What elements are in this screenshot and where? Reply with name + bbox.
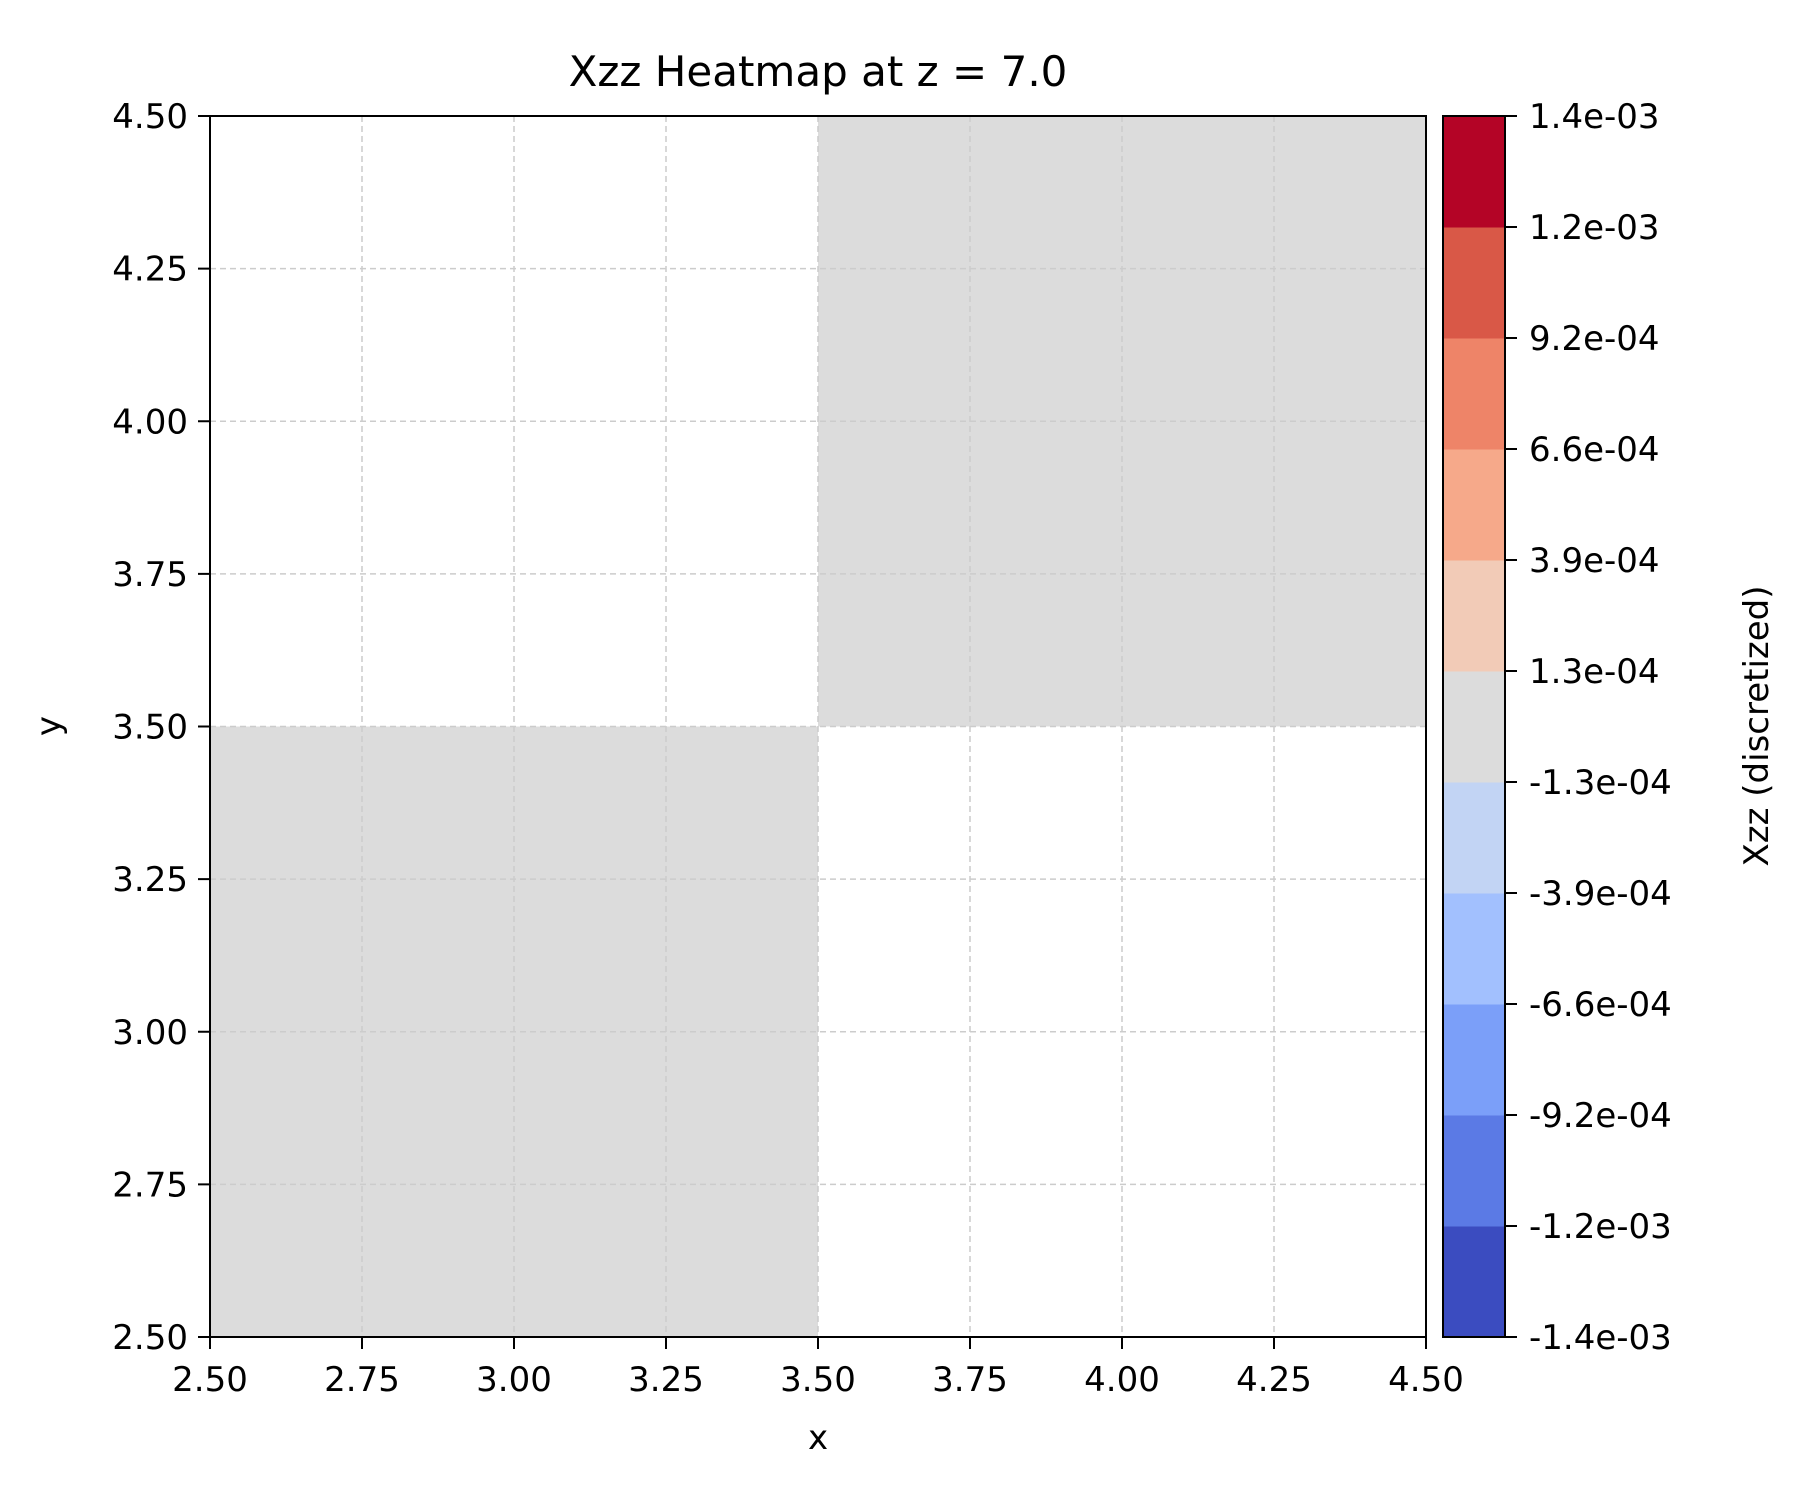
colorbar-segment — [1443, 560, 1505, 672]
y-tick-label: 2.50 — [112, 1318, 188, 1358]
y-tick-label: 3.25 — [112, 860, 188, 900]
colorbar-segment — [1443, 116, 1505, 228]
colorbar-segment — [1443, 671, 1505, 783]
colorbar-label: Xzz (discretized) — [1737, 585, 1777, 866]
y-tick-label: 3.00 — [112, 1013, 188, 1053]
x-tick-label: 4.00 — [1084, 1360, 1160, 1400]
y-axis-ticks: 2.50 2.75 3.00 3.25 3.50 3.75 4.00 4.25 4.50 — [112, 97, 210, 1358]
x-tick-label: 2.75 — [324, 1360, 400, 1400]
colorbar-segment — [1443, 1004, 1505, 1116]
y-tick-label: 3.75 — [112, 555, 188, 595]
y-tick-label: 4.25 — [112, 250, 188, 290]
x-tick-label: 3.00 — [476, 1360, 552, 1400]
grid-lines — [209, 115, 1427, 1338]
colorbar-ticks: -1.4e-03 -1.2e-03 -9.2e-04 -6.6e-04 -3.9e-04… — [1505, 97, 1672, 1358]
y-axis-label: y — [29, 716, 69, 736]
x-axis-label: x — [808, 1418, 828, 1458]
x-tick-label: 4.25 — [1236, 1360, 1312, 1400]
colorbar-tick-label: -6.6e-04 — [1529, 985, 1672, 1025]
colorbar-segment — [1443, 782, 1505, 894]
colorbar-tick-label: 3.9e-04 — [1529, 541, 1660, 581]
colorbar-segment — [1443, 893, 1505, 1005]
x-axis-ticks: 2.50 2.75 3.00 3.25 3.50 3.75 4.00 4.25 4.50 — [172, 1337, 1464, 1400]
colorbar-segment — [1443, 449, 1505, 561]
y-tick-label: 3.50 — [112, 708, 188, 748]
colorbar-segment — [1443, 227, 1505, 339]
x-tick-label: 4.50 — [1388, 1360, 1464, 1400]
colorbar-tick-label: -1.2e-03 — [1529, 1207, 1672, 1247]
colorbar-segments — [1443, 116, 1505, 1338]
y-tick-label: 4.00 — [112, 402, 188, 442]
colorbar-segment — [1443, 1226, 1505, 1338]
colorbar-tick-label: 1.4e-03 — [1529, 97, 1660, 137]
x-tick-label: 3.25 — [628, 1360, 704, 1400]
y-tick-label: 4.50 — [112, 97, 188, 137]
colorbar-tick-label: -1.3e-04 — [1529, 763, 1672, 803]
colorbar-frame — [1442, 115, 1506, 1338]
colorbar-segment — [1443, 1115, 1505, 1227]
colorbar-tick-label: 6.6e-04 — [1529, 430, 1660, 470]
colorbar-segment — [1443, 338, 1505, 450]
colorbar-tick-label: 1.2e-03 — [1529, 208, 1660, 248]
colorbar-tick-label: 9.2e-04 — [1529, 319, 1660, 359]
y-tick-label: 2.75 — [112, 1165, 188, 1205]
colorbar-tick-label: -9.2e-04 — [1529, 1096, 1672, 1136]
colorbar-tick-label: 1.3e-04 — [1529, 652, 1660, 692]
x-tick-label: 3.75 — [932, 1360, 1008, 1400]
chart-title: Xzz Heatmap at z = 7.0 — [569, 47, 1068, 96]
x-tick-label: 2.50 — [172, 1360, 248, 1400]
colorbar-tick-label: -3.9e-04 — [1529, 874, 1672, 914]
x-tick-label: 3.50 — [780, 1360, 856, 1400]
colorbar-tick-label: -1.4e-03 — [1529, 1318, 1672, 1358]
